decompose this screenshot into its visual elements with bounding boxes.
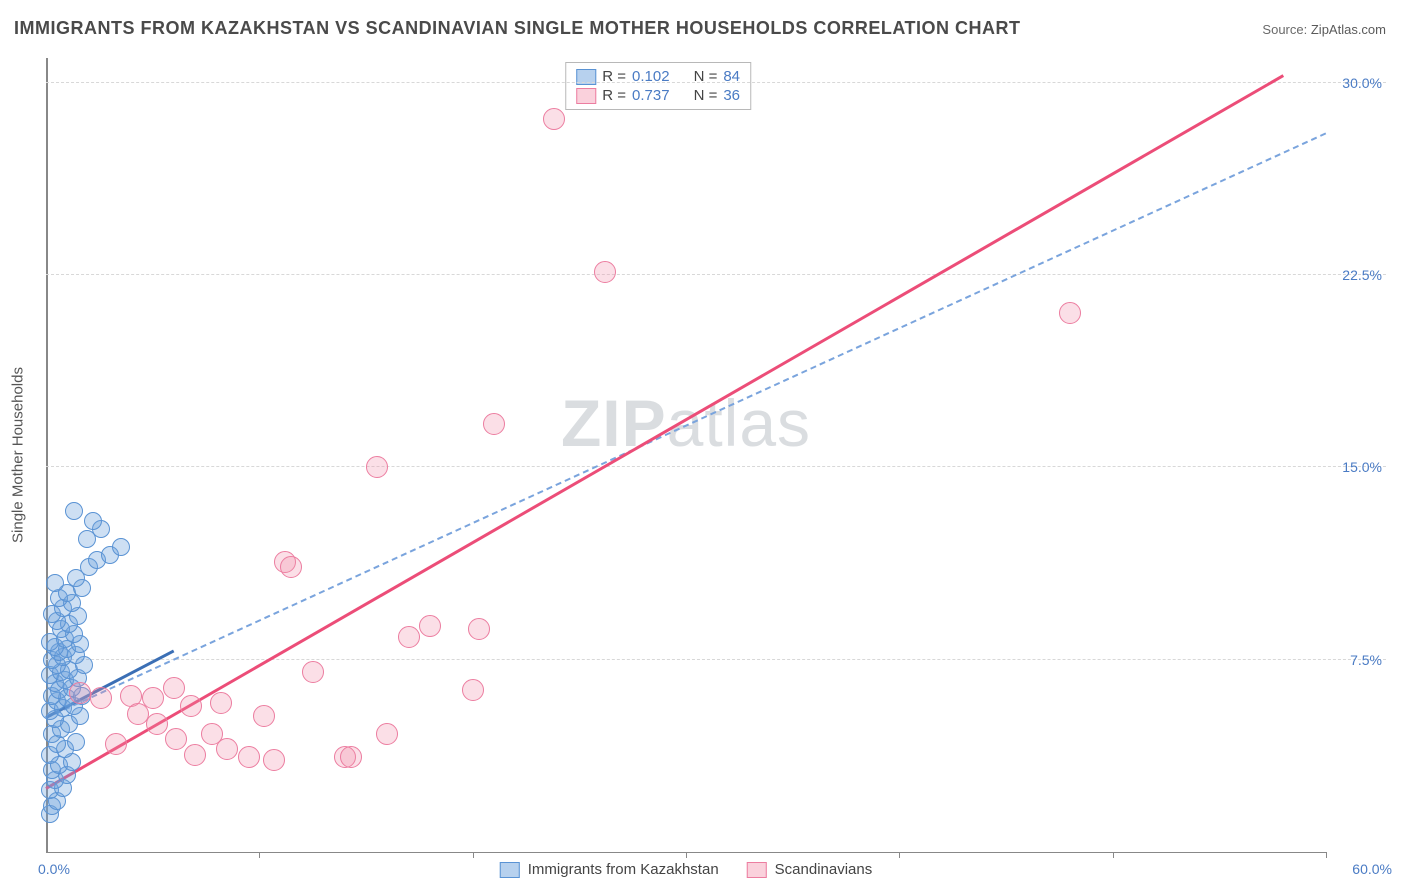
data-point — [1059, 302, 1081, 324]
data-point — [340, 746, 362, 768]
data-point — [280, 556, 302, 578]
data-point — [90, 687, 112, 709]
source-label: Source: — [1262, 22, 1307, 37]
swatch-pink-icon — [576, 88, 596, 104]
trend-line — [46, 132, 1327, 719]
x-axis-min-label: 0.0% — [38, 861, 70, 877]
plot-area: Single Mother Households ZIPatlas R = 0.… — [46, 58, 1326, 853]
y-tick-label: 30.0% — [1342, 75, 1382, 91]
legend-item-2: Scandinavians — [747, 861, 873, 878]
data-point — [366, 456, 388, 478]
y-tick-label: 15.0% — [1342, 459, 1382, 475]
data-point — [163, 677, 185, 699]
grid-line — [46, 659, 1386, 660]
x-tick — [1326, 852, 1327, 858]
trend-line — [45, 75, 1284, 791]
data-point — [146, 713, 168, 735]
stats-legend: R = 0.102 N = 84 R = 0.737 N = 36 — [565, 62, 751, 110]
x-tick — [473, 852, 474, 858]
r-label-2: R = — [602, 87, 626, 104]
data-point — [112, 538, 130, 556]
data-point — [210, 692, 232, 714]
data-point — [84, 512, 102, 530]
y-tick-label: 7.5% — [1350, 652, 1382, 668]
data-point — [216, 738, 238, 760]
x-tick — [259, 852, 260, 858]
n-label-2: N = — [694, 87, 718, 104]
legend-swatch-blue-icon — [500, 862, 520, 878]
x-axis-max-label: 60.0% — [1352, 861, 1392, 877]
series-legend: Immigrants from Kazakhstan Scandinavians — [500, 861, 872, 878]
r-value-2: 0.737 — [632, 87, 670, 104]
data-point — [78, 530, 96, 548]
stats-row-series-1: R = 0.102 N = 84 — [576, 67, 740, 86]
y-axis-label: Single Mother Households — [10, 367, 27, 543]
data-point — [105, 733, 127, 755]
data-point — [263, 749, 285, 771]
stats-row-series-2: R = 0.737 N = 36 — [576, 86, 740, 105]
data-point — [184, 744, 206, 766]
x-tick — [1113, 852, 1114, 858]
data-point — [67, 733, 85, 751]
grid-line — [46, 274, 1386, 275]
legend-label-2: Scandinavians — [775, 861, 873, 878]
chart-container: Single Mother Households ZIPatlas R = 0.… — [46, 58, 1386, 853]
grid-line — [46, 82, 1386, 83]
data-point — [142, 687, 164, 709]
data-point — [180, 695, 202, 717]
chart-title: IMMIGRANTS FROM KAZAKHSTAN VS SCANDINAVI… — [14, 18, 1020, 39]
data-point — [594, 261, 616, 283]
legend-label-1: Immigrants from Kazakhstan — [528, 861, 719, 878]
data-point — [462, 679, 484, 701]
data-point — [468, 618, 490, 640]
data-point — [302, 661, 324, 683]
y-tick-label: 22.5% — [1342, 267, 1382, 283]
data-point — [419, 615, 441, 637]
data-point — [376, 723, 398, 745]
grid-line — [46, 466, 1386, 467]
legend-swatch-pink-icon — [747, 862, 767, 878]
n-value-2: 36 — [723, 87, 740, 104]
data-point — [69, 682, 91, 704]
x-tick — [899, 852, 900, 858]
data-point — [543, 108, 565, 130]
source-attribution: Source: ZipAtlas.com — [1262, 22, 1386, 37]
data-point — [238, 746, 260, 768]
data-point — [253, 705, 275, 727]
x-tick — [686, 852, 687, 858]
source-value: ZipAtlas.com — [1311, 22, 1386, 37]
data-point — [483, 413, 505, 435]
data-point — [165, 728, 187, 750]
data-point — [398, 626, 420, 648]
legend-item-1: Immigrants from Kazakhstan — [500, 861, 719, 878]
data-point — [65, 502, 83, 520]
data-point — [46, 574, 64, 592]
